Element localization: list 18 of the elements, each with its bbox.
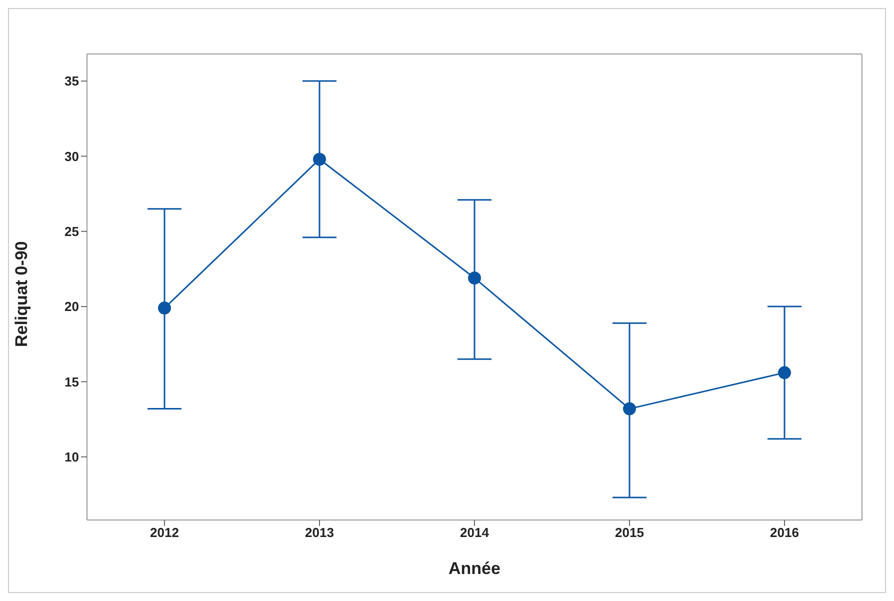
x-tick-label: 2016 bbox=[770, 525, 799, 540]
y-tick-label: 30 bbox=[64, 148, 79, 164]
y-tick-label: 35 bbox=[64, 74, 79, 89]
x-axis-title: Année bbox=[448, 559, 500, 578]
x-tick-label: 2015 bbox=[615, 525, 644, 540]
y-axis-title: Reliquat 0-90 bbox=[12, 241, 32, 347]
point bbox=[468, 271, 481, 284]
point bbox=[158, 302, 171, 315]
x-tick-label: 2014 bbox=[460, 525, 490, 540]
point bbox=[313, 152, 326, 166]
point bbox=[623, 402, 636, 416]
y-tick-label: 25 bbox=[64, 224, 79, 239]
point bbox=[778, 366, 791, 380]
x-tick-label: 2013 bbox=[305, 525, 334, 540]
y-tick-label: 15 bbox=[64, 374, 79, 390]
x-tick-label: 2012 bbox=[150, 525, 179, 540]
y-tick-label: 20 bbox=[64, 299, 79, 314]
y-tick-label: 10 bbox=[64, 449, 79, 464]
